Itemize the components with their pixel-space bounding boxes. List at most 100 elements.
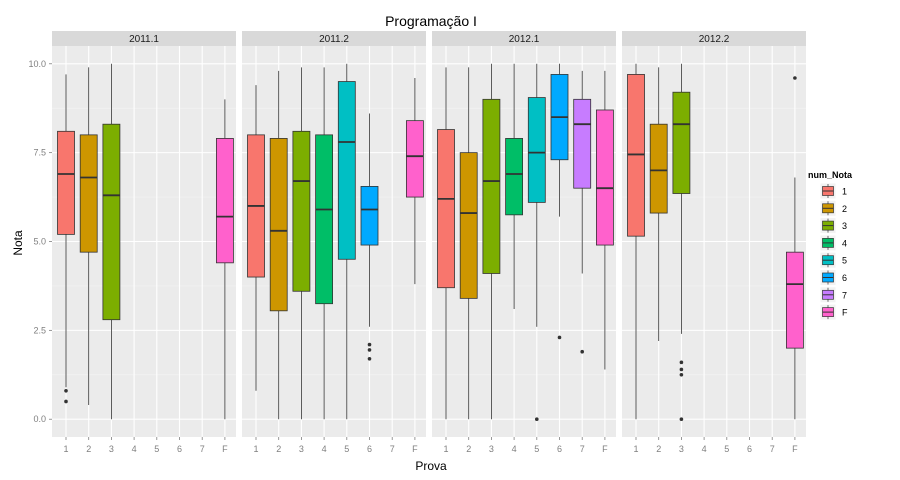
x-tick-label: 5 — [154, 444, 159, 454]
box-2012.2-3 — [672, 63, 691, 422]
box-2011.1-F — [215, 99, 234, 420]
x-tick-label: 7 — [770, 444, 775, 454]
facet-panel: 2011.2 1 2 3 4 5 6 7 F — [242, 31, 426, 454]
x-tick-label: F — [222, 444, 228, 454]
x-tick-label: 7 — [200, 444, 205, 454]
x-tick-label: 5 — [344, 444, 349, 454]
outlier-point — [557, 335, 562, 340]
legend-label: F — [842, 308, 848, 318]
x-tick-label: 3 — [109, 444, 114, 454]
box-2012.1-3 — [482, 63, 501, 420]
legend-label: 2 — [842, 204, 847, 214]
legend-label: 1 — [842, 187, 847, 197]
box-body — [527, 97, 546, 203]
box-2011.1-2 — [79, 67, 98, 406]
outlier-point — [679, 360, 684, 365]
box-body — [269, 138, 288, 312]
x-tick-label: 1 — [253, 444, 258, 454]
x-tick-label: 5 — [534, 444, 539, 454]
legend-item-3: 3 — [819, 217, 847, 235]
box-2011.2-2 — [269, 70, 288, 420]
x-tick-label: F — [792, 444, 798, 454]
facet-panels: 2011.1 1 2 3 4 5 6 7 F 2011.2 1 2 3 4 5 6 7 F 2012.1 1 2 3 4 5 6… — [52, 31, 806, 454]
outlier-point — [64, 388, 68, 393]
x-tick-label: 3 — [299, 444, 304, 454]
outlier-point — [367, 357, 372, 361]
facet-strip — [242, 31, 426, 46]
y-tick-label: 5.0 — [33, 237, 46, 247]
box-2011.1-1 — [57, 74, 75, 404]
x-tick-label: 6 — [557, 444, 562, 454]
x-tick-label: 2 — [276, 444, 281, 454]
box-body — [437, 129, 455, 289]
box-2012.2-1 — [627, 63, 645, 420]
legend-title: num_Nota — [808, 170, 853, 180]
legend-item-F: F — [819, 303, 848, 321]
x-tick-label: 4 — [322, 444, 327, 454]
box-2011.2-4 — [315, 67, 334, 420]
outlier-point — [580, 349, 584, 354]
box-2011.1-3 — [102, 63, 121, 420]
outlier-point — [679, 417, 684, 422]
x-tick-label: 4 — [512, 444, 517, 454]
legend-item-2: 2 — [819, 199, 847, 217]
facet-strip-label: 2012.2 — [699, 34, 730, 45]
x-tick-label: 2 — [86, 444, 91, 454]
facet-panel: 2012.2 1 2 3 4 5 6 7 F — [622, 31, 806, 454]
facet-strip — [622, 31, 806, 46]
box-2012.2-2 — [649, 67, 668, 342]
box-2011.2-1 — [247, 85, 265, 391]
legend-item-6: 6 — [819, 269, 847, 286]
legend-label: 6 — [842, 273, 847, 283]
box-body — [292, 130, 311, 292]
x-tick-label: 1 — [63, 444, 68, 454]
box-body — [215, 138, 234, 264]
box-2012.1-1 — [437, 67, 455, 420]
outlier-point — [679, 372, 684, 377]
chart-title: Programação I — [385, 13, 477, 29]
box-body — [102, 123, 121, 321]
box-body — [57, 130, 75, 235]
box-2012.1-2 — [459, 67, 478, 420]
legend-label: 3 — [842, 221, 847, 231]
box-body — [337, 81, 356, 260]
facet-strip — [432, 31, 616, 46]
box-body — [573, 98, 592, 189]
outlier-point — [793, 76, 797, 80]
x-tick-label: 1 — [443, 444, 448, 454]
outlier-point — [367, 342, 372, 347]
box-2011.2-5 — [337, 63, 356, 420]
legend-label: 5 — [842, 256, 847, 266]
y-tick-label: 10.0 — [28, 59, 46, 69]
box-2012.1-7 — [573, 70, 592, 354]
x-tick-label: 1 — [633, 444, 638, 454]
y-tick-label: 7.5 — [33, 148, 46, 158]
x-tick-label: 7 — [390, 444, 395, 454]
legend-item-4: 4 — [819, 234, 847, 252]
x-tick-label: F — [412, 444, 418, 454]
outlier-point — [367, 348, 372, 352]
box-body — [360, 186, 379, 246]
box-body — [672, 91, 691, 194]
y-tick-label: 2.5 — [33, 325, 46, 335]
box-2011.2-6 — [360, 113, 379, 361]
legend-item-7: 7 — [819, 286, 847, 304]
x-tick-label: 2 — [656, 444, 661, 454]
box-2012.1-5 — [527, 63, 546, 422]
facet-strip-label: 2011.2 — [319, 34, 349, 45]
legend-label: 4 — [842, 238, 847, 248]
legend-item-1: 1 — [819, 182, 847, 200]
x-tick-label: 4 — [132, 444, 137, 454]
box-2011.2-F — [405, 77, 424, 285]
facet-panel: 2012.1 1 2 3 4 5 6 7 F — [432, 31, 616, 454]
box-2012.1-F — [596, 70, 614, 370]
box-2012.1-6 — [550, 63, 569, 340]
legend: num_Nota 1 2 3 4 5 6 7 F — [808, 170, 853, 321]
facet-strip-label: 2011.1 — [129, 34, 159, 45]
box-body — [405, 120, 424, 198]
x-tick-label: 6 — [367, 444, 372, 454]
outlier-point — [535, 417, 539, 422]
box-body — [505, 138, 524, 216]
box-body — [596, 109, 614, 246]
box-body — [459, 152, 478, 299]
